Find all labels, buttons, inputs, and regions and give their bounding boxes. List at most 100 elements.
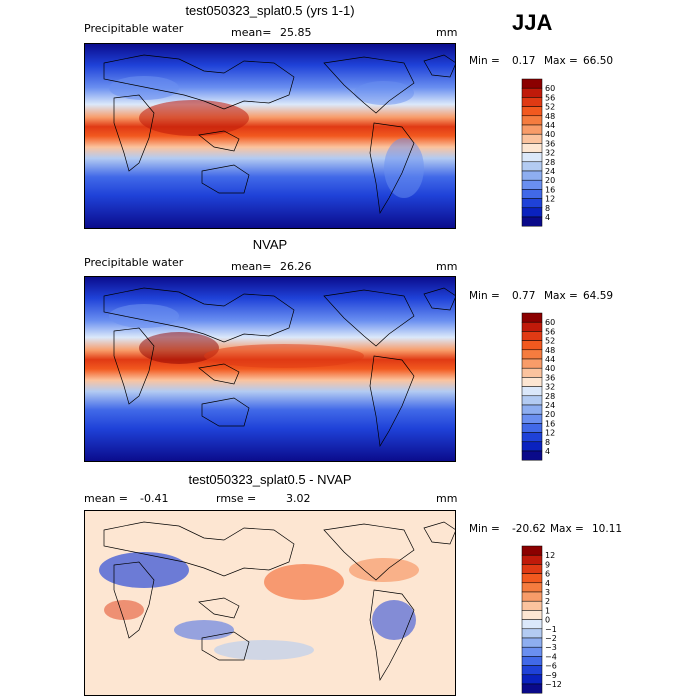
colorbar-tick-label: 1 <box>545 606 550 615</box>
panel-obs-mean-label: mean= <box>231 260 272 273</box>
panel-model-mean-value: 25.85 <box>280 26 312 39</box>
map-frame <box>84 510 456 696</box>
panel-obs-min-label: Min = <box>469 290 500 302</box>
colorbar-tick-label: 20 <box>545 176 555 185</box>
panel-model-field-label: Precipitable water <box>84 22 184 35</box>
colorbar-swatch <box>521 198 543 209</box>
panel-obs-title: NVAP <box>252 237 288 252</box>
colorbar-tick-label: 60 <box>545 84 555 93</box>
map-frame <box>84 43 456 229</box>
colorbar-swatch <box>521 628 543 639</box>
colorbar-swatch <box>521 564 543 574</box>
dry-region <box>109 304 179 328</box>
colorbar-tick-label: 20 <box>545 410 555 419</box>
panel-diff-units: mm <box>436 492 458 505</box>
coastlines <box>103 521 456 682</box>
colorbar-tick-label: 28 <box>545 392 555 401</box>
panel-model-max-value: 66.50 <box>583 55 614 67</box>
colorbar-tick-label: 32 <box>545 383 555 392</box>
colorbar-swatch <box>521 189 543 199</box>
colorbar-swatch <box>521 216 543 227</box>
colorbar-tick-label: 52 <box>545 103 555 112</box>
positive-anomaly <box>264 564 344 600</box>
colorbar-swatch <box>521 377 543 387</box>
negative-anomaly <box>372 600 416 640</box>
colorbar-swatch <box>521 358 543 369</box>
panel-diff-mean-label: mean = <box>84 492 128 505</box>
colorbar-tick-label: −3 <box>545 643 557 652</box>
dry-region <box>109 76 179 100</box>
colorbar-swatch <box>521 331 543 341</box>
colorbar-tick-label: 44 <box>545 355 555 364</box>
panel-diff-max-value: 10.11 <box>592 523 623 535</box>
negative-anomaly <box>214 640 314 660</box>
colorbar-swatch <box>521 591 543 602</box>
colorbar-swatch <box>521 115 543 126</box>
colorbar-tick-label: 44 <box>545 121 555 130</box>
season-label: JJA <box>512 10 553 35</box>
panel-diff-map <box>84 510 456 696</box>
positive-anomaly <box>104 600 144 620</box>
colorbar-tick-label: 3 <box>545 588 550 597</box>
panel-model-mean-label: mean= <box>231 26 272 39</box>
colorbar-swatch <box>521 450 543 461</box>
colorbar-tick-label: 8 <box>545 204 550 213</box>
colorbar-tick-label: 32 <box>545 149 555 158</box>
colorbar-tick-label: 2 <box>545 597 550 606</box>
colorbar-tick-label: 40 <box>545 364 555 373</box>
colorbar-swatch <box>521 545 543 556</box>
colorbar-swatch <box>521 413 543 424</box>
colorbar-swatch <box>521 386 543 397</box>
colorbar-swatch <box>521 143 543 153</box>
colorbar-tick-label: 28 <box>545 158 555 167</box>
panel-diff-title: test050323_splat0.5 - NVAP <box>188 472 352 487</box>
colorbar-tick-label: 56 <box>545 327 555 336</box>
colorbar-swatch <box>521 683 543 694</box>
colorbar-tick-label: 40 <box>545 130 555 139</box>
warm-pool-region <box>139 100 249 136</box>
colorbar-swatch <box>521 97 543 107</box>
panel-diff-mean-value: -0.41 <box>140 492 169 505</box>
colorbar-swatch <box>521 554 543 565</box>
colorbar-tick-label: 16 <box>545 185 555 194</box>
panel-model-min-label: Min = <box>469 55 500 67</box>
colorbar-tick-label: 24 <box>545 167 555 176</box>
colorbar-tick-label: 4 <box>545 447 550 456</box>
colorbar-swatch <box>521 674 543 685</box>
colorbar-swatch <box>521 432 543 443</box>
colorbar-tick-label: 0 <box>545 616 550 625</box>
colorbar-swatch <box>521 124 543 135</box>
colorbar-swatch <box>521 207 543 218</box>
colorbar-tick-label: −4 <box>545 652 557 661</box>
negative-anomaly <box>174 620 234 640</box>
colorbar-swatch <box>521 87 543 98</box>
colorbar-swatch <box>521 170 543 181</box>
colorbar-swatch <box>521 395 543 406</box>
colorbar-tick-label: −12 <box>545 680 561 689</box>
panel-model-title: test050323_splat0.5 (yrs 1-1) <box>185 3 355 18</box>
panel-diff-rmse-label: rmse = <box>216 492 257 505</box>
colorbar-swatch <box>521 619 543 630</box>
colorbar-tick-label: 9 <box>545 560 550 569</box>
colorbar-swatch <box>521 423 543 433</box>
coastlines <box>103 287 456 448</box>
colorbar-tick-label: 12 <box>545 195 555 204</box>
dry-region <box>354 81 414 105</box>
panel-model-map <box>84 43 456 229</box>
positive-anomaly <box>349 558 419 582</box>
negative-anomaly <box>99 552 189 588</box>
colorbar-swatch <box>521 610 543 620</box>
colorbar-tick-label: 36 <box>545 139 555 148</box>
colorbar-swatch <box>521 637 543 648</box>
colorbar-swatch <box>521 349 543 360</box>
colorbar-swatch <box>521 582 543 593</box>
colorbar-swatch <box>521 340 543 351</box>
colorbar-tick-label: 12 <box>545 429 555 438</box>
colorbar-tick-label: 48 <box>545 112 555 121</box>
colorbar-tick-label: 4 <box>545 579 550 588</box>
colorbar-swatch <box>521 312 543 323</box>
panel-model-max-label: Max = <box>544 55 578 67</box>
